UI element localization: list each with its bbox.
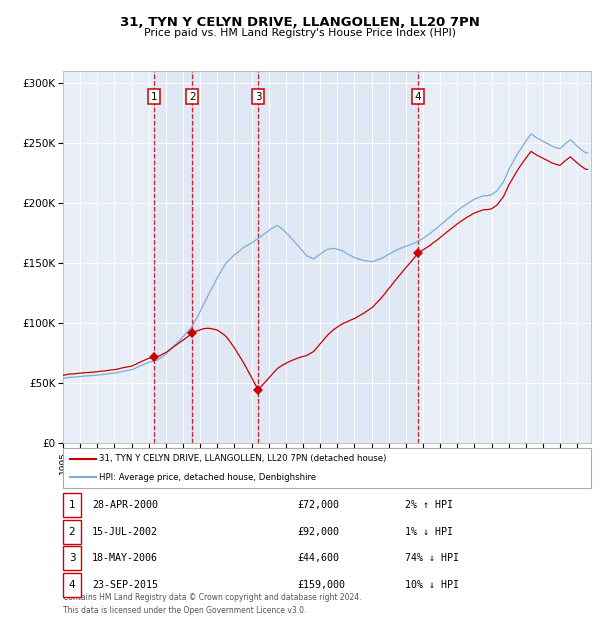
Text: 31, TYN Y CELYN DRIVE, LLANGOLLEN, LL20 7PN: 31, TYN Y CELYN DRIVE, LLANGOLLEN, LL20 …: [120, 16, 480, 29]
Text: This data is licensed under the Open Government Licence v3.0.: This data is licensed under the Open Gov…: [63, 606, 307, 615]
Text: 3: 3: [255, 92, 262, 102]
Text: £92,000: £92,000: [297, 526, 339, 537]
Text: 28-APR-2000: 28-APR-2000: [92, 500, 158, 510]
Bar: [258, 71, 418, 443]
Text: 10% ↓ HPI: 10% ↓ HPI: [405, 580, 459, 590]
Text: 31, TYN Y CELYN DRIVE, LLANGOLLEN, LL20 7PN (detached house): 31, TYN Y CELYN DRIVE, LLANGOLLEN, LL20 …: [99, 454, 386, 463]
Text: 4: 4: [415, 92, 422, 102]
Text: 18-MAY-2006: 18-MAY-2006: [92, 553, 158, 564]
Text: 3: 3: [68, 553, 76, 564]
Text: 2: 2: [189, 92, 196, 102]
Text: 2% ↑ HPI: 2% ↑ HPI: [405, 500, 453, 510]
Text: £44,600: £44,600: [297, 553, 339, 564]
Text: Contains HM Land Registry data © Crown copyright and database right 2024.: Contains HM Land Registry data © Crown c…: [63, 593, 361, 603]
Text: 4: 4: [68, 580, 76, 590]
Text: 74% ↓ HPI: 74% ↓ HPI: [405, 553, 459, 564]
Text: 1: 1: [68, 500, 76, 510]
Text: HPI: Average price, detached house, Denbighshire: HPI: Average price, detached house, Denb…: [99, 472, 316, 482]
Bar: [154, 71, 192, 443]
Text: 23-SEP-2015: 23-SEP-2015: [92, 580, 158, 590]
Text: 1: 1: [151, 92, 158, 102]
Text: £159,000: £159,000: [297, 580, 345, 590]
Text: Price paid vs. HM Land Registry's House Price Index (HPI): Price paid vs. HM Land Registry's House …: [144, 28, 456, 38]
Text: 1% ↓ HPI: 1% ↓ HPI: [405, 526, 453, 537]
Text: £72,000: £72,000: [297, 500, 339, 510]
Text: 15-JUL-2002: 15-JUL-2002: [92, 526, 158, 537]
Text: 2: 2: [68, 526, 76, 537]
Bar: [192, 71, 258, 443]
